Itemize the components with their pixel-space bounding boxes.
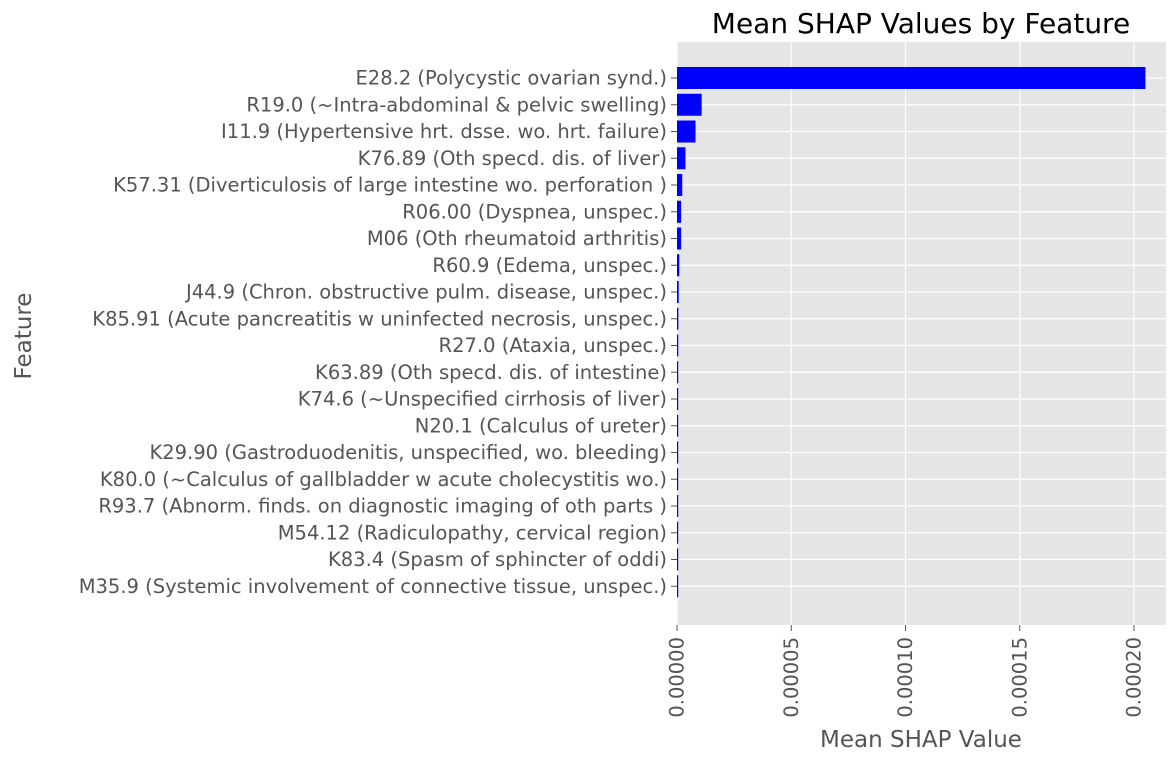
bar (677, 227, 682, 250)
bar-series (677, 67, 1146, 598)
x-axis-label: Mean SHAP Value (820, 727, 1022, 753)
bar (677, 200, 682, 223)
y-tick-label: K74.6 (~Unspecified cirrhosis of liver) (298, 388, 667, 411)
y-tick-label: M54.12 (Radiculopathy, cervical region) (278, 521, 667, 544)
bar (677, 147, 686, 170)
bar (677, 414, 679, 437)
y-tick-label: M35.9 (Systemic involvement of connectiv… (79, 575, 667, 598)
plot-area (677, 42, 1166, 625)
bar (677, 334, 679, 357)
y-tick-label: K83.4 (Spasm of sphincter of oddi) (328, 548, 667, 571)
bar (677, 495, 679, 517)
y-tick-labels: E28.2 (Polycystic ovarian synd.) R19.0 (~… (79, 67, 677, 598)
y-tick-label: R19.0 (~Intra-abdominal & pelvic swellin… (246, 93, 667, 116)
bar (677, 468, 679, 491)
bar (677, 441, 679, 464)
bar (677, 307, 679, 330)
bar (677, 281, 679, 303)
bar (677, 548, 679, 571)
y-tick-label: K57.31 (Diverticulosis of large intestin… (113, 174, 667, 197)
y-tick-label: R93.7 (Abnorm. finds. on diagnostic imag… (98, 495, 667, 518)
x-tick-label: 0.00015 (1008, 637, 1031, 718)
x-tick-label: 0.00005 (780, 637, 803, 718)
y-tick-label: K76.89 (Oth specd. dis. of liver) (358, 147, 667, 170)
y-tick-label: R60.9 (Edema, unspec.) (432, 254, 667, 277)
x-tick-label: 0.00000 (666, 637, 689, 718)
y-axis-label: Feature (11, 293, 37, 380)
x-tick-labels: 0.00000 0.00005 0.00010 0.00015 0.00020 (666, 625, 1146, 718)
y-tick-label: K80.0 (~Calculus of gallbladder w acute … (100, 468, 667, 491)
bar (677, 361, 679, 384)
chart-title: Mean SHAP Values by Feature (712, 7, 1130, 40)
y-tick-label: K29.90 (Gastroduodenitis, unspecified, w… (149, 441, 667, 464)
y-tick-label: M06 (Oth rheumatoid arthritis) (367, 227, 667, 250)
y-tick-label: J44.9 (Chron. obstructive pulm. disease,… (184, 281, 667, 304)
bar (677, 575, 679, 598)
bar (677, 254, 680, 277)
bar (677, 521, 679, 544)
y-tick-label: K85.91 (Acute pancreatitis w uninfected … (92, 307, 667, 330)
x-tick-label: 0.00010 (894, 637, 917, 718)
x-tick-label: 0.00020 (1123, 637, 1146, 718)
y-tick-label: K63.89 (Oth specd. dis. of intestine) (315, 361, 667, 384)
bar (677, 93, 702, 116)
bar (677, 120, 696, 143)
y-tick-label: N20.1 (Calculus of ureter) (415, 414, 667, 437)
y-tick-label: R27.0 (Ataxia, unspec.) (439, 334, 667, 357)
y-tick-label: E28.2 (Polycystic ovarian synd.) (355, 67, 667, 90)
bar (677, 174, 683, 196)
bar (677, 67, 1146, 89)
y-tick-label: I11.9 (Hypertensive hrt. dsse. wo. hrt. … (221, 120, 667, 143)
bar (677, 388, 679, 410)
y-tick-label: R06.00 (Dyspnea, unspec.) (402, 200, 667, 223)
